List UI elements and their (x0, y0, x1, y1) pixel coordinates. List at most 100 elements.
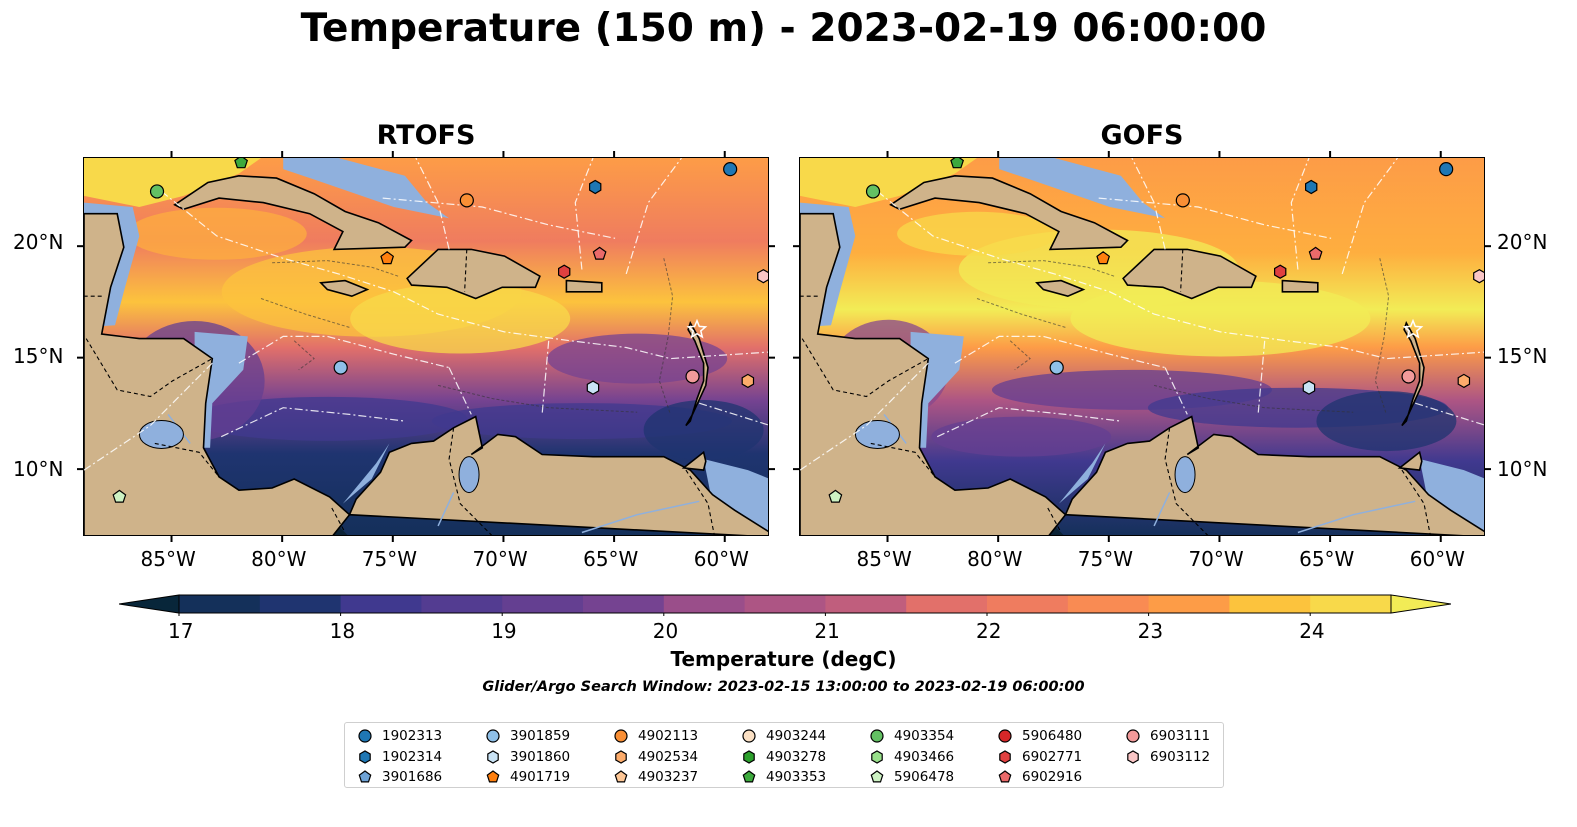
float-marker-4901719 (1096, 251, 1111, 265)
right-lat-tick-20n: 20°N (1497, 230, 1548, 254)
legend-marker-hexagon (487, 749, 499, 764)
float-marker-5906478 (112, 489, 127, 503)
country-border (448, 427, 493, 535)
eez-boundary (541, 340, 550, 415)
hispaniola-land (406, 248, 541, 300)
legend-entry-3901859: 3901859 (485, 726, 570, 746)
legend-marker-circle (998, 729, 1012, 743)
float-marker-1902313 (723, 162, 738, 177)
temperature-feature (931, 416, 1112, 457)
isobath-contour (1374, 258, 1390, 415)
eez-boundary (161, 190, 768, 360)
float-marker-3901859 (333, 360, 348, 375)
eez-boundary (1257, 340, 1266, 415)
legend-entry-4903353: 4903353 (741, 767, 826, 787)
gulf-of-mexico (84, 158, 261, 207)
colorbar-min-extension (119, 594, 180, 614)
legend-entry-1902314: 1902314 (357, 747, 442, 767)
eez-boundary (699, 402, 768, 426)
trinidad-land (681, 450, 707, 471)
float-marker-6903111 (1401, 369, 1416, 384)
isobath-contour (1153, 384, 1354, 413)
legend-label: 4902113 (638, 728, 699, 744)
puerto-rico-land (1281, 279, 1319, 293)
float-marker-4903354 (865, 184, 881, 199)
isobath-contour (988, 260, 1115, 277)
legend-label: 5906478 (894, 769, 955, 785)
float-marker-6903112 (757, 269, 768, 284)
eez-boundary (448, 367, 472, 415)
lon-tick-rtofs: 75°W (361, 547, 418, 571)
colorbar-bin (583, 595, 665, 613)
colorbar-bin (340, 595, 422, 613)
river (581, 500, 700, 534)
legend-entry-6903111: 6903111 (1125, 726, 1210, 746)
eez-boundary (1415, 402, 1484, 426)
lake (138, 419, 184, 449)
country-border (331, 507, 346, 533)
legend-label: 4903244 (766, 728, 827, 744)
temperature-feature (1316, 391, 1457, 452)
legend-label: 4901719 (510, 769, 571, 785)
glider-star-marker (1402, 318, 1424, 339)
lon-tick-gofs: 80°W (967, 547, 1023, 571)
eez-boundary (574, 158, 594, 270)
colorbar-max-extension (1390, 594, 1451, 614)
legend-marker-circle (870, 729, 884, 743)
cuba-land (889, 174, 1129, 251)
lon-tick-gofs: 75°W (1077, 547, 1134, 571)
river (1153, 492, 1171, 527)
legend-marker-hexagon (615, 749, 627, 764)
legend-marker-hexagon (1127, 749, 1139, 764)
puerto-rico-land (565, 279, 603, 293)
lon-tick-gofs: 65°W (1299, 547, 1355, 571)
float-marker-5906478 (828, 489, 843, 503)
legend-entry-4903354: 4903354 (869, 726, 954, 746)
float-marker-4902113 (1175, 193, 1190, 208)
legend-entry-1902313: 1902313 (357, 726, 442, 746)
float-marker-4903353 (234, 158, 249, 169)
bahamas-shelf (999, 158, 1166, 219)
legend-label: 3901686 (382, 769, 443, 785)
legend-marker-circle (486, 729, 500, 743)
country-border (801, 338, 929, 398)
float-marker-4902534 (1457, 373, 1471, 389)
colorbar-bin (179, 595, 261, 613)
legend-label: 4903278 (766, 748, 827, 765)
isobath-contour (272, 260, 399, 277)
map-title-rtofs: RTOFS (376, 120, 476, 151)
float-marker-6902771 (1274, 264, 1287, 279)
lake (1174, 456, 1196, 494)
lon-tick-gofs: 60°W (1409, 547, 1465, 571)
legend-entry-4903466: 4903466 (869, 747, 954, 767)
country-border (1047, 507, 1062, 533)
country-border (85, 338, 213, 398)
legend-label: 3901860 (510, 748, 571, 765)
float-marker-3901860 (586, 380, 600, 395)
map-title-gofs: GOFS (1100, 120, 1184, 151)
legend-label: 6902771 (1022, 748, 1083, 765)
temperature-feature (643, 399, 764, 460)
legend-entry-4902534: 4902534 (613, 747, 698, 767)
temperature-colorbar (119, 594, 1451, 616)
isobath-contour (1009, 340, 1031, 371)
legend-entry-4903278: 4903278 (741, 747, 826, 767)
legend-entry-4903237: 4903237 (613, 767, 698, 787)
float-marker-6902916 (592, 246, 607, 260)
river (437, 492, 455, 527)
search-window-subtitle: Glider/Argo Search Window: 2023-02-15 13… (482, 679, 1085, 695)
eez-boundary (220, 407, 405, 438)
legend-entry-3901860: 3901860 (485, 747, 570, 767)
right-lat-tick-10n: 10°N (1497, 457, 1548, 481)
legend-label: 6903112 (1150, 748, 1211, 765)
legend-label: 6902916 (1022, 769, 1083, 785)
colorbar-tick-label: 24 (1299, 619, 1325, 643)
left-lat-tick-15n: 15°N (13, 344, 64, 368)
lon-tick-rtofs: 85°W (140, 547, 196, 571)
legend-marker-circle (742, 729, 756, 743)
map-axis-ticks (793, 151, 1491, 542)
colorbar-bin (987, 595, 1069, 613)
colorbar-bin (502, 595, 584, 613)
eez-boundary (1290, 158, 1310, 270)
country-border (464, 249, 468, 292)
